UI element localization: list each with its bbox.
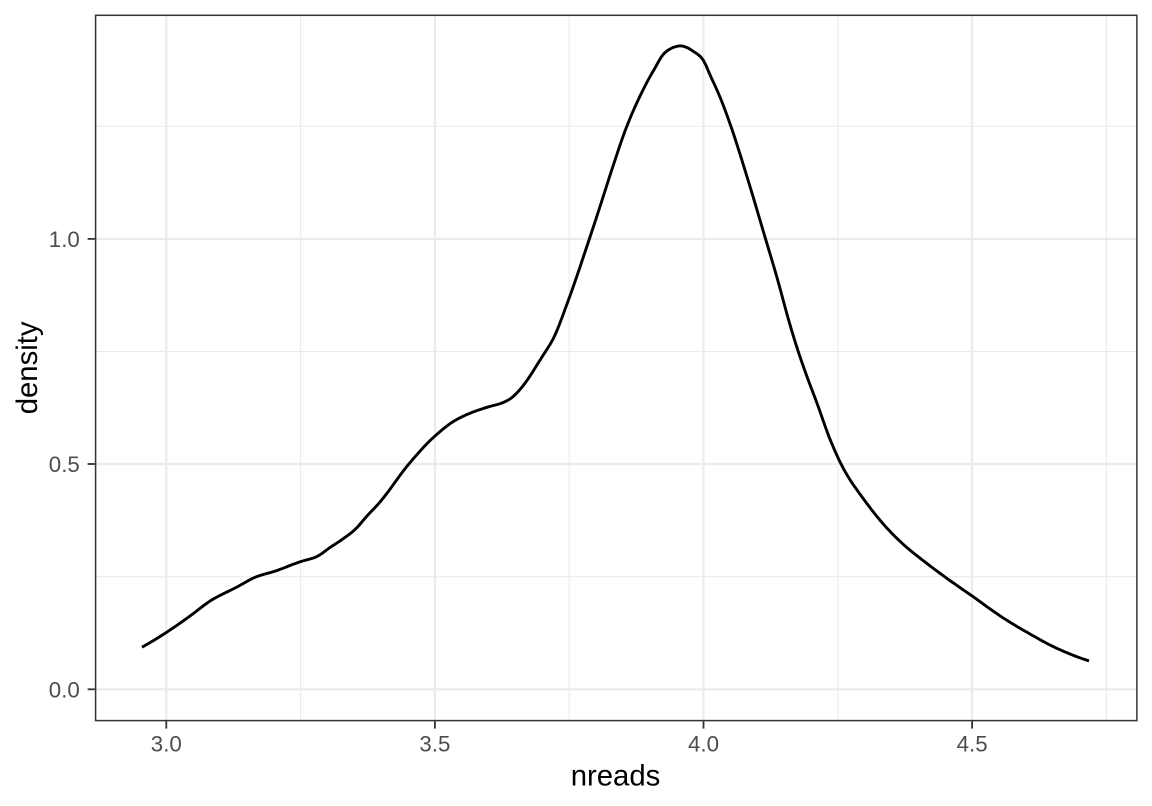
svg-text:1.0: 1.0 bbox=[49, 227, 80, 252]
svg-text:density: density bbox=[11, 321, 44, 414]
svg-text:0.0: 0.0 bbox=[49, 677, 80, 702]
svg-text:0.5: 0.5 bbox=[49, 452, 80, 477]
svg-text:4.0: 4.0 bbox=[688, 731, 719, 756]
svg-text:3.0: 3.0 bbox=[151, 731, 182, 756]
svg-text:nreads: nreads bbox=[571, 759, 661, 792]
svg-text:4.5: 4.5 bbox=[957, 731, 988, 756]
svg-text:3.5: 3.5 bbox=[419, 731, 450, 756]
